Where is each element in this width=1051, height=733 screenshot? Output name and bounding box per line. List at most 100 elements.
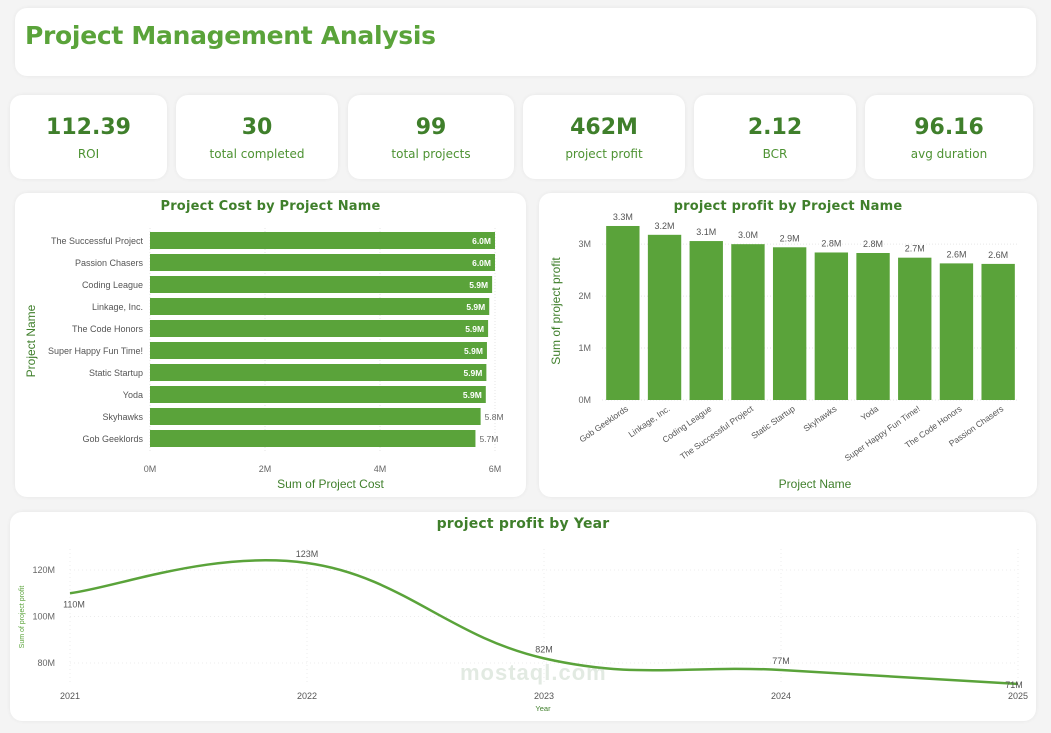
y-tick-label: The Code Honors bbox=[72, 324, 144, 334]
x-tick-label: 2M bbox=[259, 464, 272, 474]
chart-title: project profit by Year bbox=[436, 516, 610, 532]
bar bbox=[689, 241, 723, 400]
kpi-card-avg-duration: 96.16 avg duration bbox=[865, 95, 1033, 179]
data-label: 5.9M bbox=[463, 368, 482, 378]
bar bbox=[150, 276, 493, 293]
x-tick-label: 0M bbox=[144, 464, 157, 474]
data-label: 5.9M bbox=[469, 280, 488, 290]
kpi-value: 99 bbox=[415, 115, 447, 140]
bar bbox=[856, 252, 890, 400]
y-tick-label: 120M bbox=[32, 565, 55, 575]
kpi-card-total-projects: 99 total projects bbox=[348, 95, 514, 179]
y-tick-label: The Successful Project bbox=[51, 236, 144, 246]
bar bbox=[150, 298, 490, 315]
x-tick-label: Super Happy Fun Time! bbox=[843, 403, 922, 463]
y-axis-title: Sum of project profit bbox=[19, 586, 26, 649]
bar bbox=[814, 252, 849, 400]
x-tick-label: 6M bbox=[489, 464, 502, 474]
kpi-value: 96.16 bbox=[914, 115, 984, 140]
data-label: 2.8M bbox=[863, 239, 883, 249]
data-label: 5.7M bbox=[479, 434, 498, 444]
project-profit-chart-card: project profit by Project Name 0M 1M 2M 3M 3… bbox=[539, 193, 1037, 497]
chart-title: Project Cost by Project Name bbox=[160, 199, 381, 214]
y-tick-label: 0M bbox=[578, 395, 591, 405]
y-tick-label: Skyhawks bbox=[102, 412, 143, 422]
y-tick-label: Super Happy Fun Time! bbox=[48, 346, 143, 356]
data-label: 77M bbox=[772, 656, 790, 666]
y-tick-label: 100M bbox=[32, 612, 55, 622]
data-label: 5.9M bbox=[463, 390, 482, 400]
data-label: 2.8M bbox=[821, 238, 841, 248]
x-tick-label: 2025 bbox=[1008, 691, 1028, 701]
data-label: 123M bbox=[296, 549, 319, 559]
kpi-label: total projects bbox=[391, 147, 471, 161]
bar bbox=[150, 408, 481, 425]
x-axis-title: Project Name bbox=[779, 477, 852, 491]
data-label: 5.8M bbox=[485, 412, 504, 422]
data-label: 2.9M bbox=[780, 233, 800, 243]
x-axis-title: Sum of Project Cost bbox=[277, 477, 384, 491]
bar bbox=[647, 234, 682, 400]
bar bbox=[150, 342, 487, 359]
x-tick-label: 2023 bbox=[534, 691, 554, 701]
bar bbox=[150, 364, 487, 381]
data-label: 6.0M bbox=[472, 236, 491, 246]
y-tick-label: Coding League bbox=[82, 280, 143, 290]
x-tick-label: The Successful Project bbox=[678, 403, 755, 461]
bar bbox=[898, 257, 932, 400]
data-label: 2.6M bbox=[946, 249, 966, 259]
data-label: 3.1M bbox=[696, 227, 716, 237]
kpi-card-total-completed: 30 total completed bbox=[176, 95, 338, 179]
data-label: 5.9M bbox=[465, 324, 484, 334]
data-label: 5.9M bbox=[466, 302, 485, 312]
bar bbox=[150, 430, 476, 447]
kpi-card-project-profit: 462M project profit bbox=[523, 95, 685, 179]
data-label: 5.9M bbox=[464, 346, 483, 356]
y-tick-label: Gob Geeklords bbox=[82, 434, 143, 444]
x-tick-label: Gob Geeklords bbox=[577, 403, 630, 444]
title-card: Project Management Analysis bbox=[15, 8, 1036, 76]
y-tick-label: Passion Chasers bbox=[75, 258, 144, 268]
kpi-label: ROI bbox=[77, 147, 100, 161]
project-cost-chart: 0M 2M 4M 6M The Successful Project 6.0M Passio… bbox=[24, 228, 504, 491]
x-tick-label: Skyhawks bbox=[801, 403, 838, 433]
data-label: 3.0M bbox=[738, 230, 758, 240]
kpi-value: 112.39 bbox=[46, 115, 131, 140]
bar bbox=[606, 225, 640, 400]
y-axis-title: Sum of project profit bbox=[549, 257, 563, 365]
data-label: 3.2M bbox=[655, 221, 675, 231]
y-tick-label: Static Startup bbox=[89, 368, 143, 378]
bar bbox=[731, 244, 765, 400]
x-tick-label: 2021 bbox=[60, 691, 80, 701]
bar bbox=[150, 232, 495, 249]
data-label: 2.6M bbox=[988, 250, 1008, 260]
data-label: 110M bbox=[63, 599, 85, 609]
kpi-label: project profit bbox=[565, 147, 643, 161]
x-tick-label: 4M bbox=[374, 464, 387, 474]
kpi-value: 462M bbox=[570, 115, 638, 140]
data-label: 6.0M bbox=[472, 258, 491, 268]
data-label: 82M bbox=[535, 644, 553, 654]
x-axis-title: Year bbox=[535, 704, 551, 713]
project-cost-chart-card: Project Cost by Project Name 0M 2M 4M 6M The… bbox=[15, 193, 526, 497]
x-tick-label: Yoda bbox=[859, 403, 881, 422]
x-tick-label: 2024 bbox=[771, 691, 791, 701]
page-title: Project Management Analysis bbox=[25, 21, 436, 50]
x-tick-label: 2022 bbox=[297, 691, 317, 701]
data-label: 3.3M bbox=[613, 212, 633, 222]
bar bbox=[772, 247, 807, 400]
kpi-value: 2.12 bbox=[747, 115, 803, 140]
profit-by-year-chart-card: project profit by Year 80M 100M 120M 2021 20… bbox=[10, 512, 1036, 721]
y-tick-label: Yoda bbox=[123, 390, 143, 400]
y-axis-title: Project Name bbox=[24, 304, 38, 377]
y-tick-label: 1M bbox=[578, 343, 591, 353]
series-line bbox=[69, 559, 1019, 686]
bar bbox=[150, 254, 495, 271]
y-tick-label: 2M bbox=[578, 291, 591, 301]
bar bbox=[981, 263, 1015, 400]
profit-by-year-chart: 80M 100M 120M 2021 2022 2023 2024 2025 110M 123M 8… bbox=[19, 549, 1028, 713]
y-tick-label: Linkage, Inc. bbox=[92, 302, 143, 312]
kpi-card-bcr: 2.12 BCR bbox=[694, 95, 856, 179]
bar bbox=[150, 320, 489, 337]
